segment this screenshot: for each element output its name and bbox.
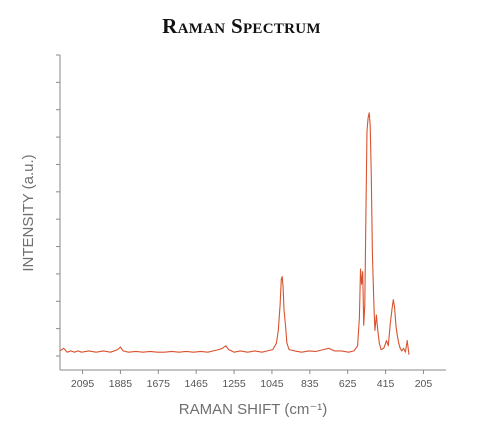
x-tick-label: 625: [339, 378, 357, 390]
x-tick-label: 2095: [71, 378, 95, 390]
y-ticks: [56, 54, 60, 357]
spectrum-line: [59, 112, 410, 355]
x-tick-label: 415: [377, 378, 395, 390]
x-tick-label: 1045: [260, 378, 284, 390]
series-group: [59, 112, 410, 355]
chart-title: Raman Spectrum: [162, 14, 321, 38]
x-tick-label: 1885: [109, 378, 133, 390]
x-tick-label: 835: [301, 378, 319, 390]
x-axis-title: RAMAN SHIFT (cm⁻¹): [179, 401, 327, 418]
x-ticks: 2095 1885 1675 1465 1255 1045 835 625 415 205: [71, 370, 432, 390]
x-tick-label: 1675: [147, 378, 171, 390]
x-tick-label: 1465: [185, 378, 209, 390]
x-tick-label: 205: [415, 378, 433, 390]
x-tick-label: 1255: [222, 378, 246, 390]
y-axis-title: INTENSITY (a.u.): [20, 154, 37, 271]
